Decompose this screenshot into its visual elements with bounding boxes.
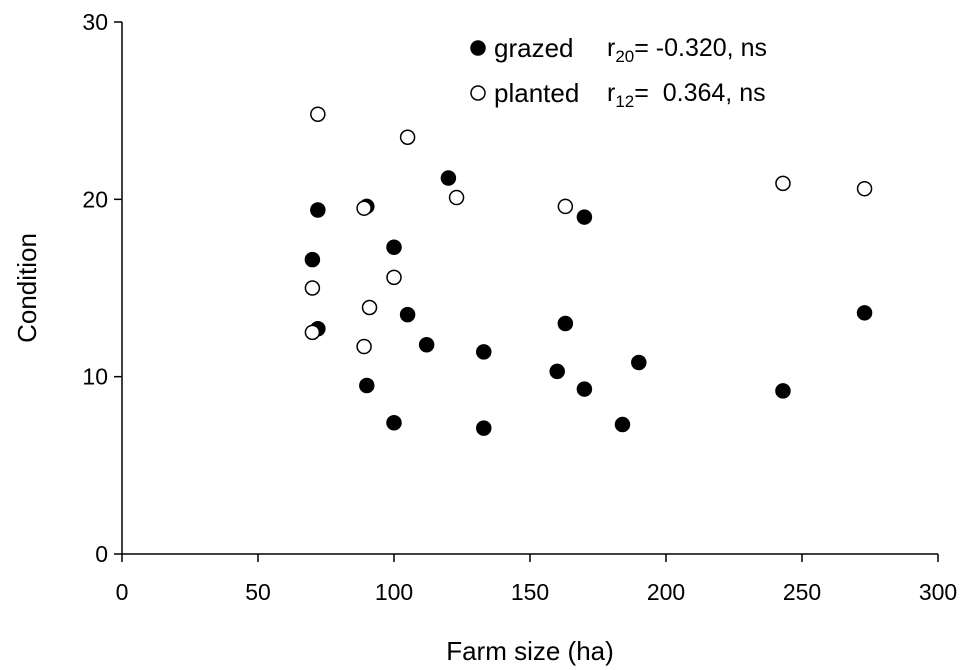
grazed-point — [557, 315, 574, 332]
grazed-point — [631, 354, 647, 371]
planted-point — [356, 338, 372, 355]
planted-point — [304, 324, 321, 341]
legend-label-planted: planted — [494, 78, 579, 108]
planted-point — [304, 280, 321, 296]
stat-subscript: 12 — [615, 92, 634, 111]
x-tick-label: 0 — [116, 579, 129, 605]
planted-point — [361, 299, 378, 316]
y-tick-label: 10 — [82, 364, 108, 390]
planted-point — [448, 189, 465, 206]
grazed-point — [399, 306, 416, 323]
grazed-point — [359, 377, 375, 394]
grazed-point — [440, 170, 457, 186]
y-tick-label: 20 — [82, 186, 108, 212]
grazed-point — [386, 415, 402, 431]
stat-value: = -0.320, ns — [634, 34, 767, 62]
grazed-point — [576, 381, 593, 397]
grazed-point — [418, 336, 435, 353]
grazed-point — [576, 209, 593, 225]
grazed-point — [856, 305, 873, 321]
stat-var: r — [607, 34, 615, 62]
grazed-point — [614, 416, 631, 433]
stat-var: r — [607, 79, 615, 107]
x-axis-title: Farm size (ha) — [446, 636, 614, 666]
y-axis-title: Condition — [12, 233, 42, 343]
planted-point — [399, 129, 416, 146]
x-tick-label: 100 — [375, 579, 413, 605]
x-tick-label: 50 — [245, 579, 271, 605]
legend-label-grazed: grazed — [494, 33, 574, 63]
x-tick-label: 300 — [919, 579, 957, 605]
planted-point — [775, 175, 791, 192]
planted-point — [386, 269, 402, 286]
grazed-point — [476, 420, 492, 436]
legend-marker-planted — [470, 85, 486, 101]
stat-grazed: r20= -0.320, ns — [607, 34, 767, 66]
y-tick-label: 0 — [95, 541, 108, 567]
axes: 0 50 100 150 200 250 300 0 10 20 30 — [82, 9, 957, 605]
x-tick-label: 150 — [511, 579, 549, 605]
data-points — [304, 106, 873, 436]
grazed-point — [310, 202, 326, 218]
stat-subscript: 20 — [615, 47, 634, 66]
grazed-point — [775, 383, 791, 399]
grazed-point — [304, 251, 321, 268]
grazed-point — [549, 363, 565, 380]
planted-point — [856, 180, 873, 197]
stat-value: = 0.364, ns — [634, 79, 765, 107]
stat-planted: r12= 0.364, ns — [607, 79, 766, 111]
y-tick-label: 30 — [82, 9, 108, 35]
legend-marker-grazed — [470, 40, 486, 56]
grazed-point — [476, 344, 492, 360]
x-tick-label: 200 — [647, 579, 685, 605]
planted-point — [557, 198, 574, 215]
grazed-point — [386, 239, 402, 255]
x-tick-label: 250 — [783, 579, 821, 605]
planted-point — [310, 106, 326, 122]
planted-point — [356, 200, 372, 216]
